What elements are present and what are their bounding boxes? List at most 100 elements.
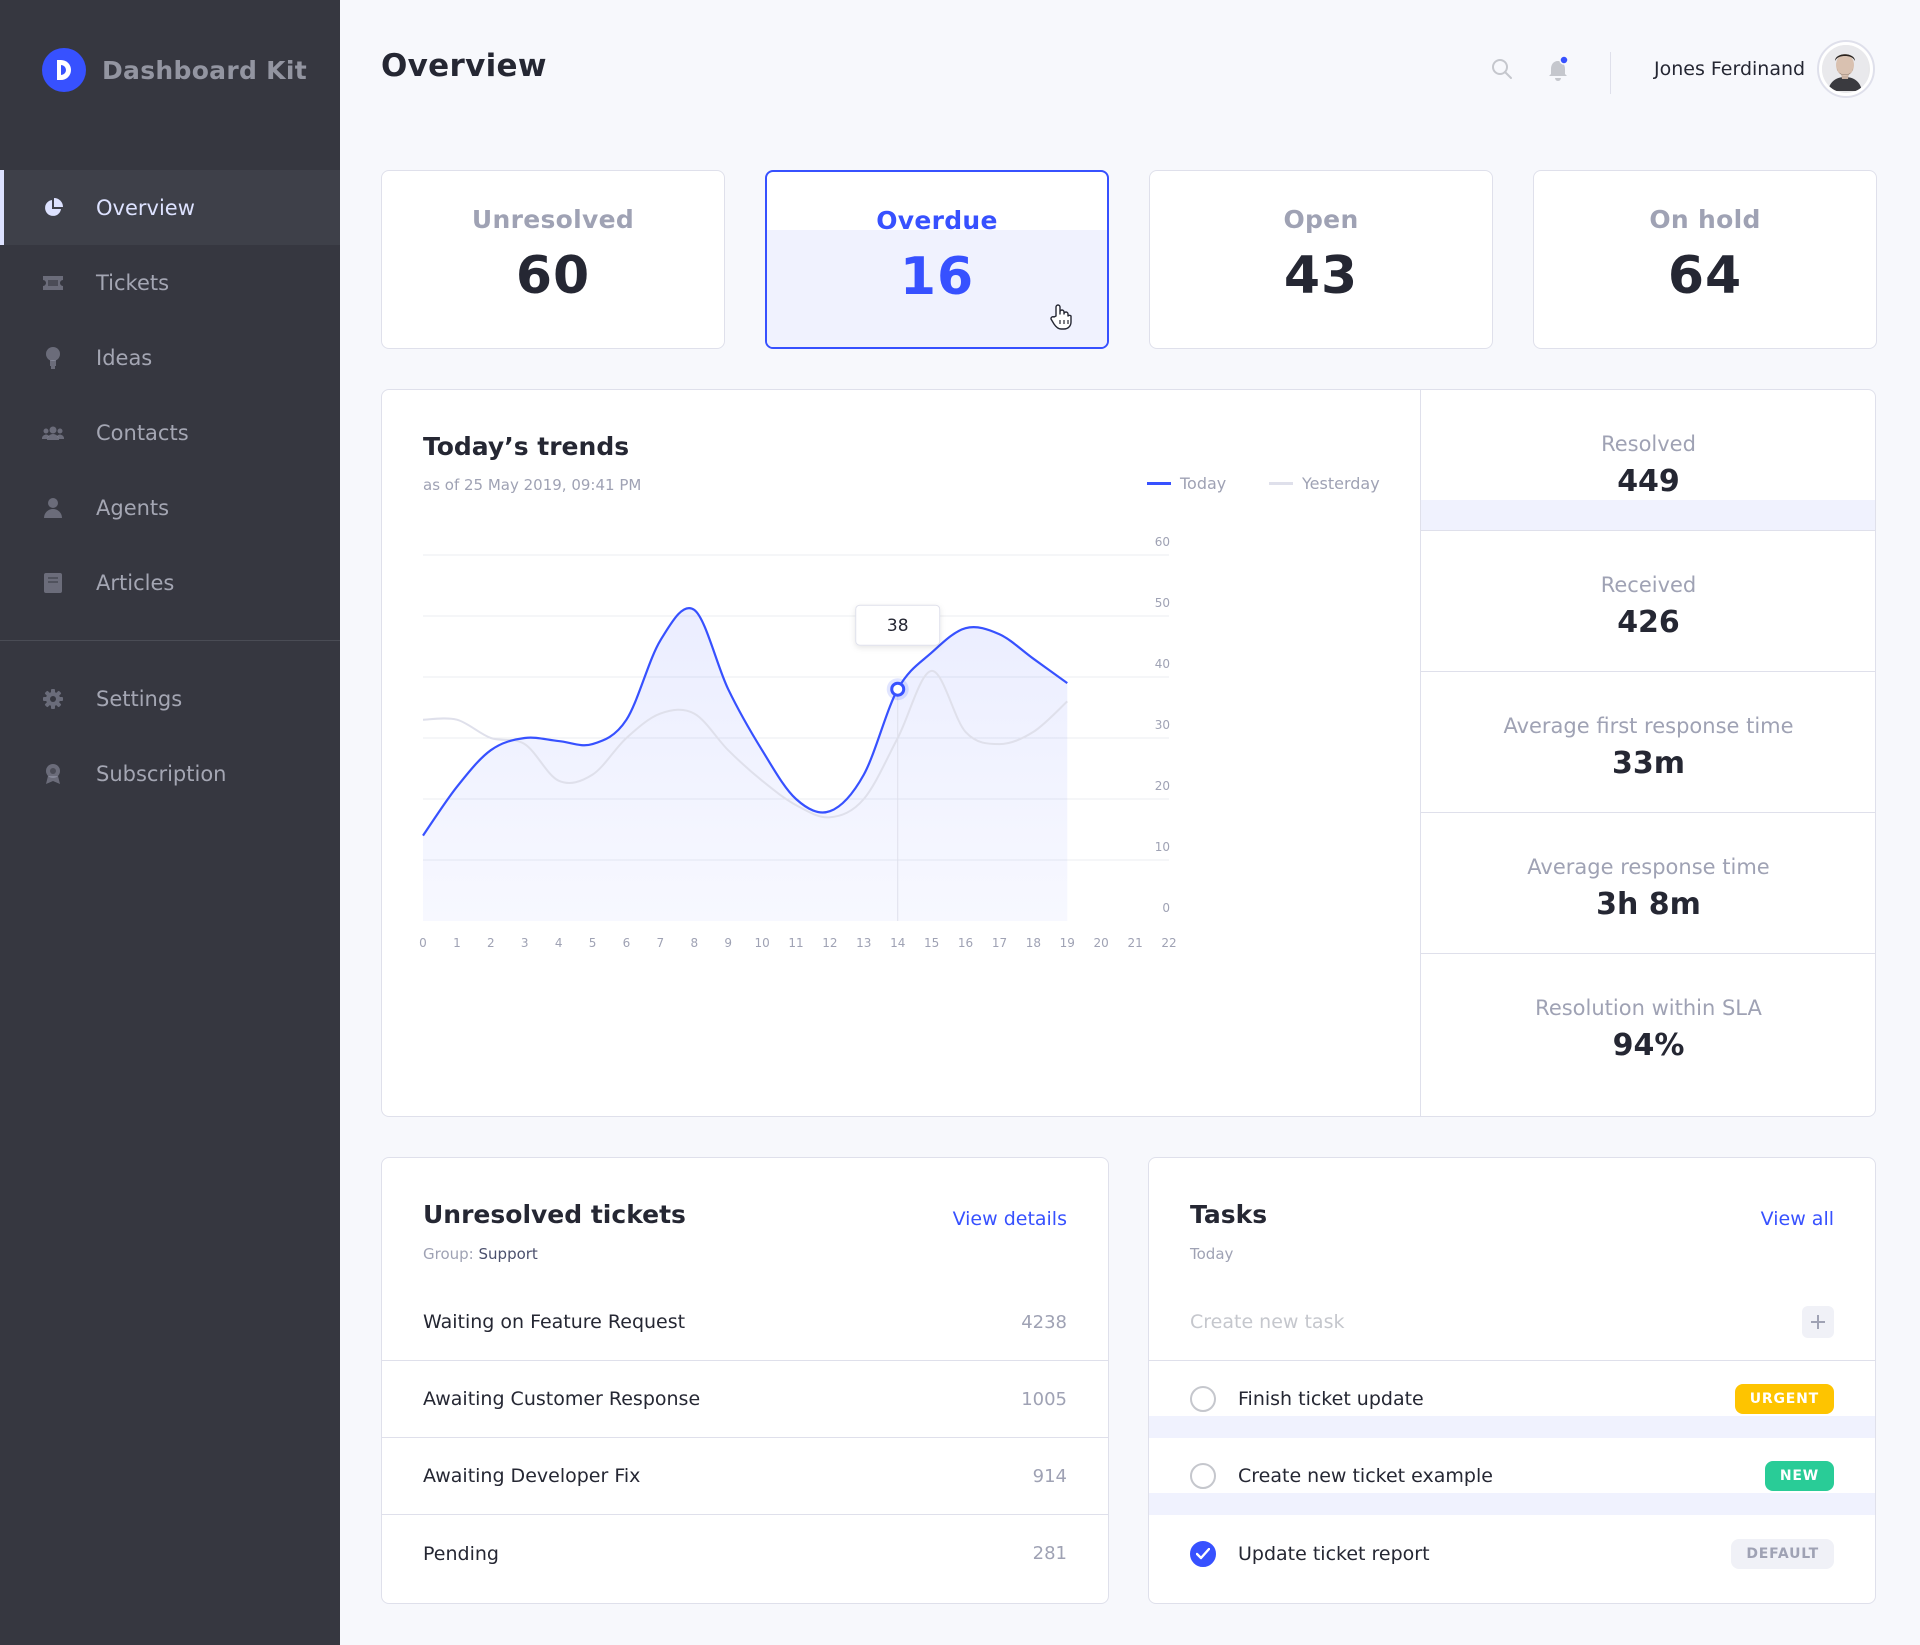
stat-label: On hold	[1649, 205, 1761, 234]
stat-card-overdue[interactable]: Overdue 16	[765, 170, 1109, 349]
stat-card-unresolved[interactable]: Unresolved 60	[381, 170, 725, 349]
task-label: Finish ticket update	[1238, 1388, 1424, 1410]
metric-received[interactable]: Received 426	[1421, 531, 1875, 672]
ticket-icon	[42, 272, 64, 294]
metric-label: Resolution within SLA	[1535, 996, 1762, 1020]
x-tick-label: 10	[754, 936, 769, 950]
legend-today[interactable]: Today	[1147, 474, 1226, 493]
metric-value: 33m	[1611, 746, 1685, 781]
x-tick-label: 5	[589, 936, 597, 950]
metric-value: 449	[1617, 464, 1680, 499]
search-icon[interactable]	[1490, 57, 1514, 85]
user-name[interactable]: Jones Ferdinand	[1654, 58, 1806, 80]
row-count: 281	[1032, 1543, 1067, 1564]
sidebar-item-label: Agents	[96, 495, 170, 520]
sidebar-secondary-nav: Settings Subscription	[0, 661, 340, 811]
ticket-row[interactable]: Waiting on Feature Request 4238	[382, 1284, 1108, 1361]
ticket-row[interactable]: Awaiting Customer Response 1005	[382, 1361, 1108, 1438]
legend-yesterday[interactable]: Yesterday	[1269, 474, 1380, 493]
metric-resolved[interactable]: Resolved 449	[1421, 390, 1875, 531]
sidebar-item-settings[interactable]: Settings	[0, 661, 340, 736]
avatar[interactable]	[1817, 40, 1875, 98]
task-item[interactable]: Update ticket report DEFAULT	[1149, 1515, 1875, 1592]
sidebar-item-contacts[interactable]: Contacts	[0, 395, 340, 470]
sidebar-item-subscription[interactable]: Subscription	[0, 736, 340, 811]
row-count: 4238	[1021, 1311, 1067, 1333]
task-checkbox[interactable]	[1190, 1540, 1216, 1567]
x-tick-label: 11	[788, 936, 803, 950]
group-prefix: Group:	[423, 1245, 474, 1263]
page-title: Overview	[381, 48, 547, 84]
metric-resolution-sla[interactable]: Resolution within SLA 94%	[1421, 954, 1875, 1116]
stat-card-open[interactable]: Open 43	[1149, 170, 1493, 349]
sidebar-item-label: Settings	[96, 686, 183, 711]
stat-card-on-hold[interactable]: On hold 64	[1533, 170, 1877, 349]
metric-avg-first-response[interactable]: Average first response time 33m	[1421, 672, 1875, 813]
sidebar-item-ideas[interactable]: Ideas	[0, 320, 340, 395]
card-title: Tasks	[1190, 1200, 1268, 1229]
checkmark-icon	[1196, 1547, 1210, 1559]
unresolved-tickets-card: Unresolved tickets View details Group: S…	[381, 1157, 1109, 1604]
sidebar-item-overview[interactable]: Overview	[0, 170, 340, 245]
task-checkbox[interactable]	[1190, 1463, 1216, 1489]
stat-value: 43	[1283, 246, 1359, 306]
legend-swatch	[1147, 482, 1171, 485]
ticket-row[interactable]: Pending 281	[382, 1515, 1108, 1592]
y-tick-label: 0	[1162, 901, 1170, 915]
x-tick-label: 8	[690, 936, 698, 950]
sidebar-item-label: Ideas	[96, 345, 153, 370]
row-count: 1005	[1021, 1388, 1067, 1410]
task-item[interactable]: Create new ticket example NEW	[1149, 1438, 1875, 1515]
sidebar-nav: Overview Tickets Ideas Contacts Agents	[0, 170, 340, 620]
sidebar-item-label: Articles	[96, 570, 175, 595]
task-checkbox[interactable]	[1190, 1386, 1216, 1412]
trends-title: Today’s trends	[423, 432, 630, 461]
row-label: Awaiting Customer Response	[423, 1388, 701, 1410]
brand[interactable]: Dashboard Kit	[42, 48, 307, 92]
x-tick-label: 19	[1060, 936, 1075, 950]
x-tick-label: 12	[822, 936, 837, 950]
sidebar-item-agents[interactable]: Agents	[0, 470, 340, 545]
header-divider	[1610, 52, 1611, 94]
series-line-yesterday	[422, 669, 1068, 819]
brand-name: Dashboard Kit	[102, 55, 307, 85]
add-task-button[interactable]	[1802, 1306, 1834, 1338]
x-tick-label: 7	[657, 936, 665, 950]
row-label: Waiting on Feature Request	[423, 1311, 686, 1333]
stat-label: Unresolved	[471, 205, 635, 234]
x-tick-label: 18	[1026, 936, 1041, 950]
lightbulb-icon	[42, 346, 64, 369]
award-icon	[42, 763, 64, 785]
metric-label: Average first response time	[1503, 714, 1794, 738]
task-label: Create new ticket example	[1238, 1465, 1493, 1487]
row-label: Pending	[423, 1542, 499, 1565]
sidebar: Dashboard Kit Overview Tickets Ideas Con…	[0, 0, 340, 1645]
sidebar-item-label: Subscription	[96, 761, 227, 786]
task-item[interactable]: Finish ticket update URGENT	[1149, 1361, 1875, 1438]
sidebar-item-label: Tickets	[96, 270, 170, 295]
sidebar-item-tickets[interactable]: Tickets	[0, 245, 340, 320]
stat-label: Open	[1283, 205, 1359, 234]
x-tick-label: 1	[453, 936, 461, 950]
x-tick-label: 6	[623, 936, 631, 950]
new-task-input[interactable]	[1190, 1311, 1802, 1333]
metric-avg-response[interactable]: Average response time 3h 8m	[1421, 813, 1875, 954]
metric-value: 3h 8m	[1596, 887, 1701, 922]
view-details-link[interactable]: View details	[952, 1208, 1067, 1230]
contacts-icon	[42, 422, 64, 444]
x-tick-label: 3	[521, 936, 529, 950]
tasks-card: Tasks View all Today Finish ticket updat…	[1148, 1157, 1876, 1604]
x-tick-label: 21	[1127, 936, 1142, 950]
plus-icon	[1811, 1315, 1825, 1329]
view-all-link[interactable]: View all	[1760, 1208, 1834, 1230]
y-tick-label: 10	[1155, 840, 1170, 854]
y-tick-label: 40	[1155, 657, 1170, 671]
bell-icon[interactable]	[1546, 55, 1570, 86]
x-tick-label: 15	[924, 936, 939, 950]
ticket-row[interactable]: Awaiting Developer Fix 914	[382, 1438, 1108, 1515]
status-badge: NEW	[1764, 1461, 1834, 1491]
sidebar-item-articles[interactable]: Articles	[0, 545, 340, 620]
metric-label: Received	[1600, 573, 1697, 597]
today-area	[423, 608, 1068, 921]
